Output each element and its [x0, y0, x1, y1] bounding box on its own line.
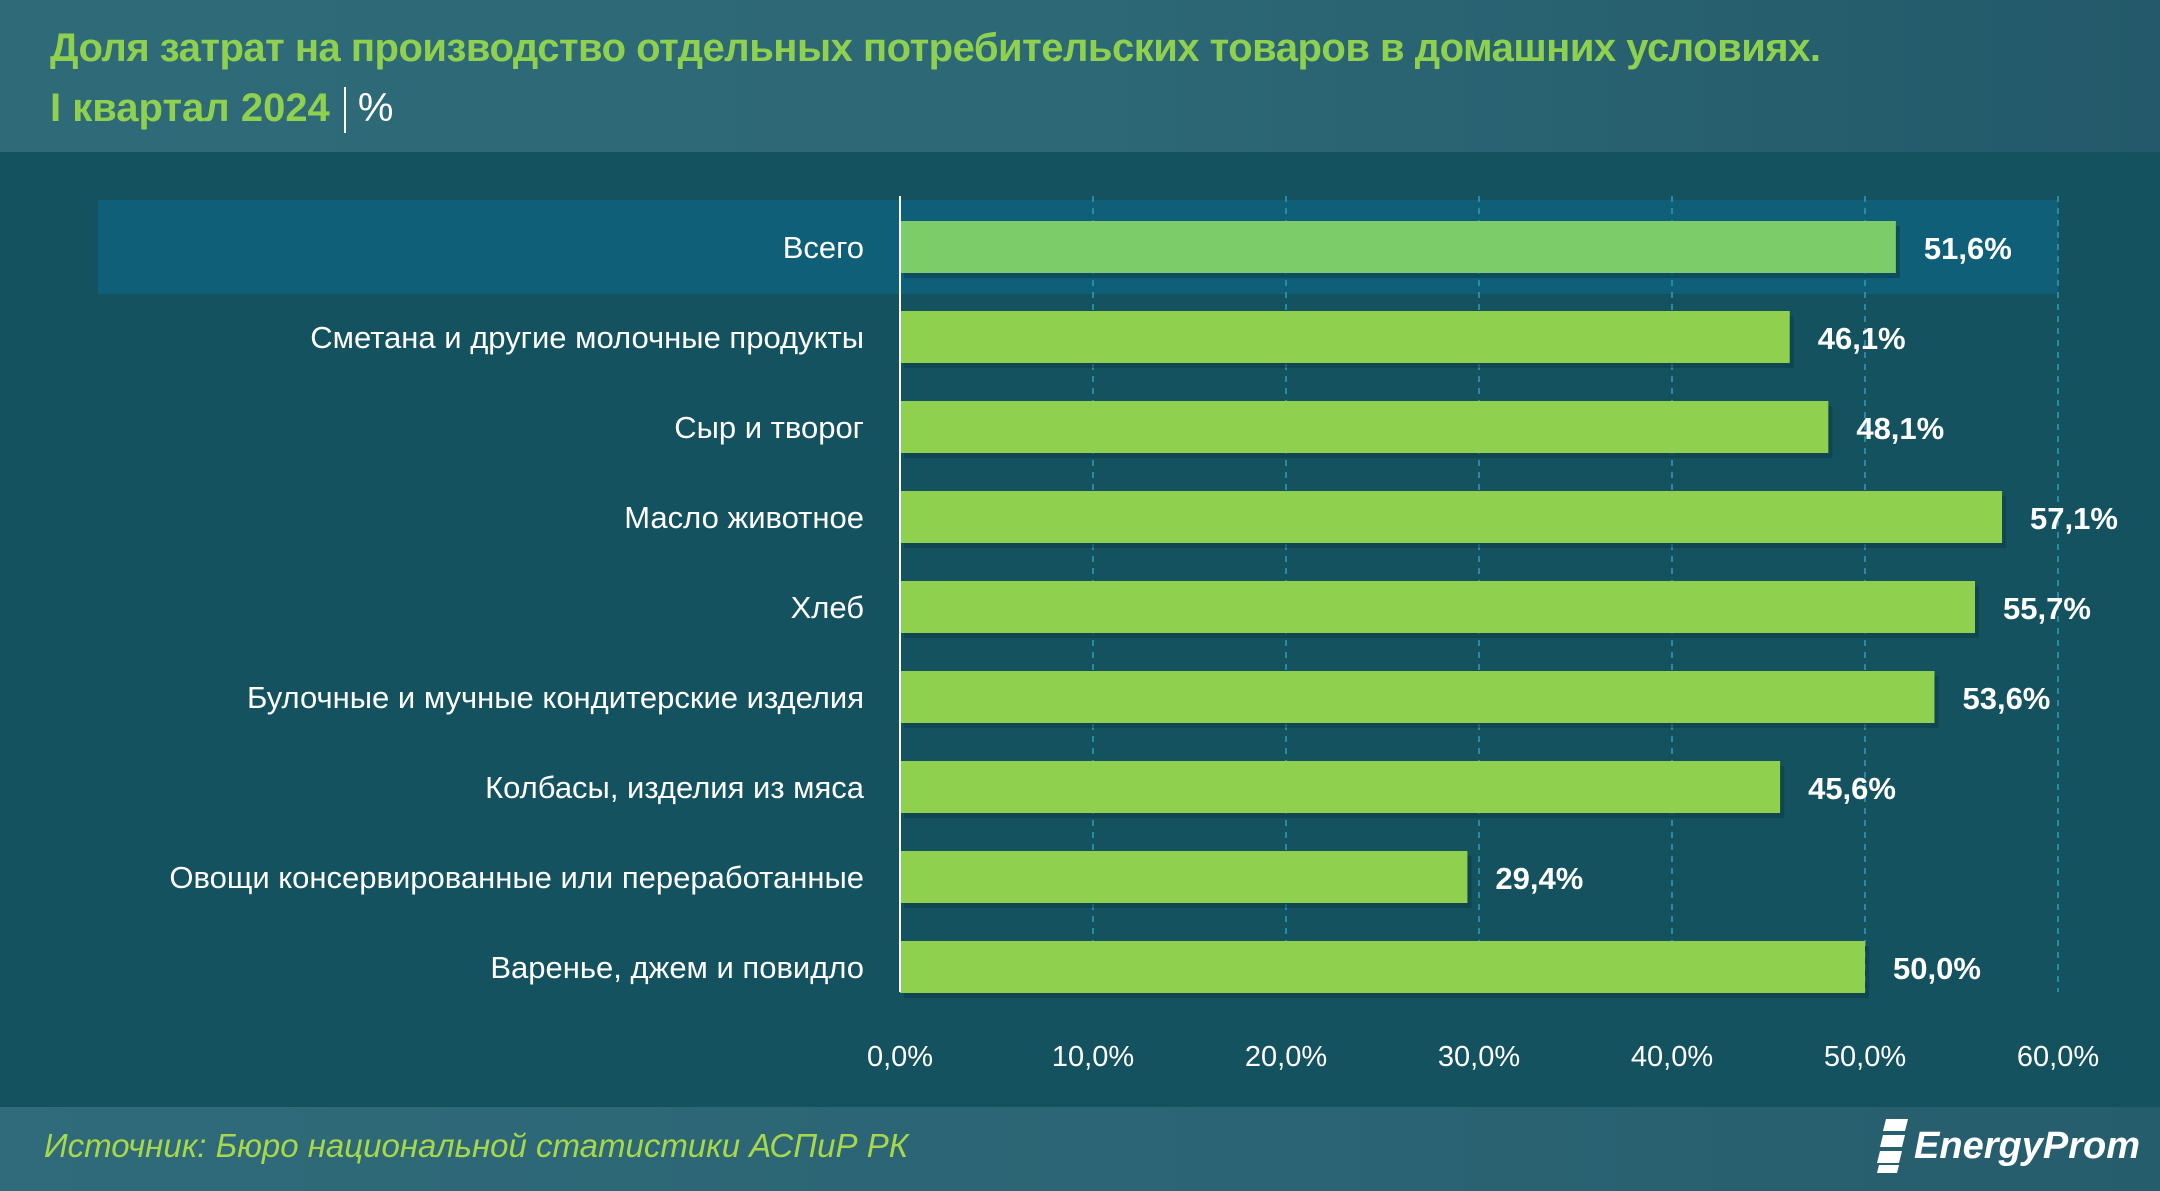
source-note: Источник: Бюро национальной статистики А… — [44, 1127, 909, 1164]
category-label: Сметана и другие молочные продукты — [310, 320, 864, 355]
bar — [900, 491, 2003, 543]
x-tick-label: 50,0% — [1824, 1041, 1906, 1073]
unit-label: % — [357, 86, 394, 130]
bar — [900, 671, 1935, 723]
x-tick-label: 10,0% — [1052, 1041, 1134, 1073]
energyprom-logo: EnergyProm — [1876, 1117, 2140, 1175]
category-label: Всего — [783, 230, 864, 265]
data-label: 51,6% — [1924, 231, 2012, 266]
bar — [900, 761, 1781, 813]
data-label: 48,1% — [1856, 411, 1944, 446]
data-label: 29,4% — [1495, 861, 1583, 896]
category-label: Хлеб — [791, 590, 864, 625]
data-label: 45,6% — [1808, 771, 1896, 806]
period-label: I квартал 2024 — [50, 86, 330, 130]
x-tick-label: 40,0% — [1631, 1041, 1713, 1073]
bar — [900, 311, 1790, 363]
chart-subtitle: I квартал 2024% — [50, 86, 394, 134]
x-tick-label: 30,0% — [1438, 1041, 1520, 1073]
category-label: Сыр и творог — [674, 410, 864, 445]
data-label: 50,0% — [1893, 951, 1981, 986]
bar — [900, 401, 1829, 453]
data-label: 53,6% — [1962, 681, 2050, 716]
chart-title: Доля затрат на производство отдельных по… — [50, 26, 1821, 70]
category-label: Булочные и мучные кондитерские изделия — [247, 680, 864, 715]
data-label: 57,1% — [2030, 501, 2118, 536]
data-label: 55,7% — [2003, 591, 2091, 626]
data-label: 46,1% — [1818, 321, 1906, 356]
logo-text: EnergyProm — [1914, 1124, 2140, 1167]
footer: Источник: Бюро национальной статистики А… — [0, 1107, 2160, 1191]
bar — [900, 221, 1896, 273]
x-tick-label: 60,0% — [2017, 1041, 2099, 1073]
category-label: Колбасы, изделия из мяса — [485, 770, 865, 805]
bar — [900, 851, 1468, 903]
separator — [343, 87, 346, 134]
category-label: Варенье, джем и повидло — [490, 950, 864, 985]
x-tick-label: 0,0% — [867, 1041, 933, 1073]
bar — [900, 581, 1976, 633]
x-tick-label: 20,0% — [1245, 1041, 1327, 1073]
header: Доля затрат на производство отдельных по… — [0, 0, 2160, 152]
bar — [900, 941, 1865, 993]
category-label: Овощи консервированные или переработанны… — [169, 860, 864, 895]
logo-mark-icon — [1877, 1119, 1909, 1173]
category-label: Масло животное — [624, 500, 864, 535]
